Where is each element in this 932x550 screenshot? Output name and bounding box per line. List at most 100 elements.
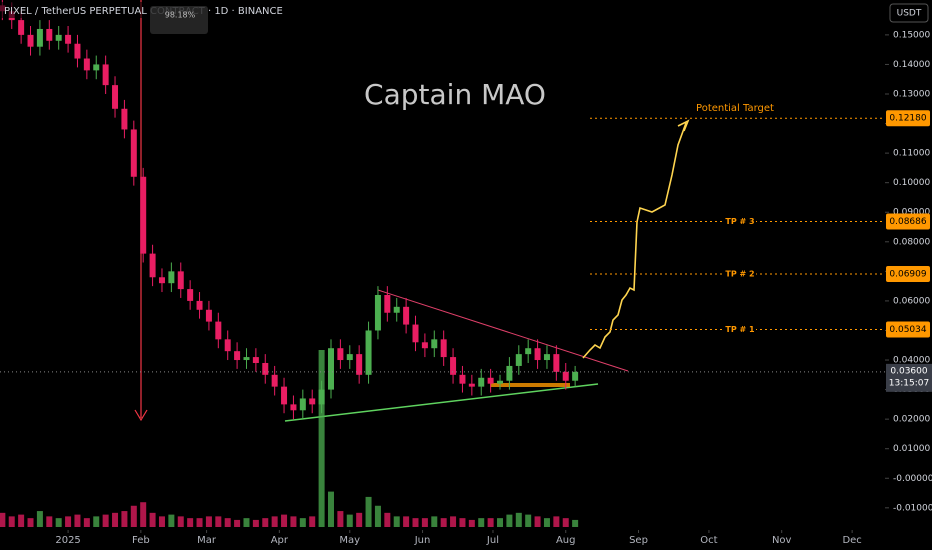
volume-bar (234, 519, 241, 527)
support-line (284, 383, 599, 422)
candle-body (187, 289, 194, 301)
candle-body (525, 348, 532, 355)
candle-body (215, 321, 222, 340)
currency-box[interactable] (889, 3, 929, 23)
target-name: Potential Target (696, 103, 774, 114)
volume-bar (83, 518, 90, 527)
candle-body (83, 58, 90, 71)
candle-body (393, 306, 400, 313)
candle-body (356, 354, 363, 375)
watermark-title: Captain MAO (364, 78, 546, 111)
projection-arrow (677, 119, 690, 132)
volume-bar (46, 516, 53, 527)
volume-bar (393, 516, 400, 527)
candle-body (450, 357, 457, 375)
volume-bar (440, 518, 447, 527)
volume-bar (572, 519, 579, 527)
candle-body (553, 354, 560, 372)
volume-bar (93, 516, 100, 527)
candle-body (262, 362, 269, 375)
candle-body (27, 34, 34, 47)
volume-bar (27, 518, 34, 527)
x-tick-label: Mar (197, 535, 217, 546)
candle-body (384, 295, 391, 313)
candle-body (543, 354, 550, 361)
volume-bar (121, 511, 128, 527)
price-axis-labels: 0.150000.140000.130000.120000.110000.100… (885, 30, 932, 513)
volume-bar (290, 516, 297, 527)
candle-body (459, 374, 466, 384)
volume-bar (168, 514, 175, 527)
candle-body (252, 357, 259, 363)
target-name-bg (724, 215, 756, 228)
candle-body (281, 386, 288, 405)
target-price-label: 0.12180 (889, 114, 926, 124)
candle-body (562, 371, 569, 381)
x-tick-label: Jun (414, 535, 431, 546)
volume-bar (130, 505, 137, 527)
volume-bar (534, 516, 541, 527)
last-price-label: 0.03600 (890, 366, 927, 376)
y-tick-label: 0.15000 (893, 30, 930, 40)
x-tick-label: Dec (842, 535, 861, 546)
candle-body (421, 342, 428, 349)
candle-body (46, 28, 53, 41)
candle-body (36, 28, 43, 47)
arrow-head (134, 409, 148, 422)
volume-bar (365, 496, 372, 527)
x-tick-label: Nov (772, 535, 792, 546)
volume-bar (158, 516, 165, 527)
volume-bar (421, 518, 428, 527)
volume-bar (299, 518, 306, 527)
candle-body (65, 34, 72, 44)
volume-bar (112, 512, 119, 527)
y-tick-label: 0.08000 (893, 237, 930, 247)
candle-body (290, 404, 297, 411)
symbol-title: PIXEL / TetherUS PERPETUAL CONTRACT · 1D… (4, 6, 283, 17)
volume-bar (224, 518, 231, 527)
candle-body (365, 330, 372, 375)
target-price-label: 0.08686 (889, 217, 926, 227)
candle-body (572, 371, 579, 381)
target-price-box (886, 266, 930, 283)
volume-bar (562, 518, 569, 527)
candle-body (271, 374, 278, 387)
candle-body (196, 300, 203, 310)
candle-body (205, 309, 212, 322)
candle-body (468, 383, 475, 387)
volume-bar (431, 516, 438, 527)
target-name: TP # 2 (725, 270, 754, 279)
target-name-bg (724, 323, 756, 336)
candle-body (168, 271, 175, 284)
candle-body (403, 306, 410, 325)
last-price-box (886, 363, 932, 392)
y-tick-label: 0.11000 (893, 149, 930, 159)
volume-bar (497, 518, 504, 527)
volume-bar (65, 516, 72, 527)
volume-bar (196, 518, 203, 527)
candle-body (478, 377, 485, 387)
candle-body (299, 398, 306, 411)
candle-body (412, 324, 419, 343)
volume-bar (215, 516, 222, 527)
tooltip-box (150, 6, 208, 34)
y-tick-label: 0.02000 (893, 415, 930, 425)
candle-body (487, 377, 494, 384)
candle-body (497, 380, 504, 384)
volume-bar (346, 514, 353, 527)
volume-bar (459, 518, 466, 527)
y-tick-label: 0.04000 (893, 356, 930, 366)
x-tick-label: Oct (700, 535, 717, 546)
x-tick-label: Aug (556, 535, 576, 546)
x-tick-label: Jul (486, 535, 499, 546)
candle-body (224, 339, 231, 352)
y-tick-label: -0.00000 (893, 474, 932, 484)
volume-bar (478, 518, 485, 527)
y-tick-label: 0.06000 (893, 296, 930, 306)
candle-body (130, 129, 137, 177)
base-zone (490, 383, 570, 387)
candle-body (18, 20, 25, 35)
volume-bar (356, 512, 363, 527)
x-tick-label: Feb (132, 535, 150, 546)
candle-body (149, 253, 156, 278)
